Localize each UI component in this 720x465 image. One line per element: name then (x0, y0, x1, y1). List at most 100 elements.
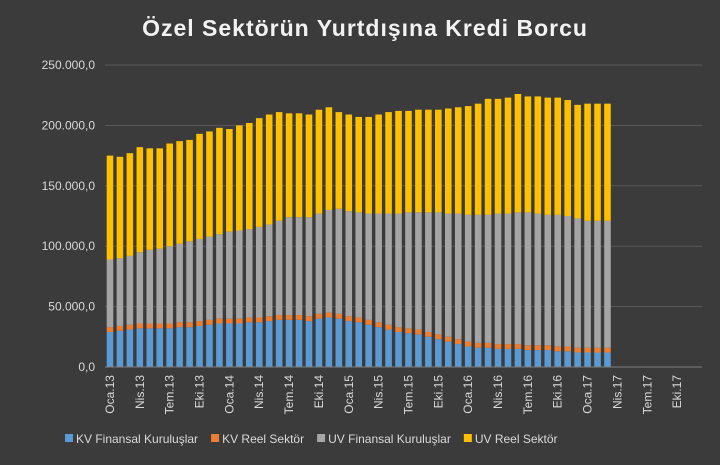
bar-segment (126, 329, 134, 367)
bar-segment (355, 116, 363, 213)
bar-segment (106, 327, 114, 332)
x-tick-label: Nis.17 (610, 375, 624, 409)
bar-segment (295, 315, 303, 320)
x-tick-label: Eki.15 (431, 375, 445, 409)
y-tick-label: 200.000,0 (42, 118, 96, 132)
bar-segment (564, 216, 571, 347)
bar-segment (594, 220, 601, 348)
bar-segment (405, 328, 412, 334)
bar-segment (534, 350, 542, 367)
bar-segment (524, 350, 532, 367)
bar-segment (315, 213, 323, 314)
bar-segment (226, 129, 233, 232)
legend-swatch (463, 434, 472, 442)
bar-segment (196, 133, 203, 239)
bar-segment (305, 321, 313, 367)
bar-segment (415, 109, 422, 213)
bar-segment (226, 323, 233, 367)
bar-segment (504, 97, 512, 214)
bar-segment (166, 328, 173, 367)
x-tick-label: Tem.15 (401, 375, 415, 415)
bar-segment (206, 131, 213, 237)
bar-segment (385, 112, 392, 214)
bar-segment (425, 109, 432, 213)
bar-segment (216, 234, 223, 319)
bar-segment (484, 347, 492, 367)
bar-segment (206, 236, 213, 320)
bar-segment (265, 114, 273, 225)
bar-segment (275, 319, 283, 367)
bar-segment (425, 336, 432, 367)
bar-segment (514, 212, 522, 345)
bar-segment (116, 330, 124, 367)
bar-segment (564, 346, 571, 352)
bar-segment (216, 127, 223, 235)
bar-segment (206, 319, 213, 325)
x-tick-label: Oca.16 (461, 375, 475, 414)
bar-segment (255, 322, 263, 367)
bar-segment (285, 315, 293, 320)
bar-segment (146, 148, 154, 250)
bar-segment (514, 93, 522, 213)
bar-segment (335, 313, 343, 319)
bar-segment (385, 329, 392, 367)
bar-segment (385, 213, 392, 325)
bar-segment (365, 213, 372, 320)
chart-title: Özel Sektörün Yurtdışına Kredi Borcu (142, 15, 588, 41)
bar-segment (255, 118, 263, 227)
x-tick-label: Tem.14 (282, 375, 296, 415)
bar-segment (236, 318, 243, 324)
bar-segment (166, 143, 173, 247)
bar-segment (564, 100, 571, 216)
bar-segment (405, 110, 412, 213)
bar-segment (156, 323, 164, 329)
bar-segment (265, 224, 273, 317)
x-tick-label: Nis.16 (491, 375, 505, 409)
bar-segment (156, 328, 164, 367)
bar-segment (484, 342, 492, 348)
bar-segment (544, 214, 552, 346)
bar-segment (514, 348, 522, 367)
bar-segment (285, 113, 293, 218)
bar-segment (464, 106, 472, 215)
bar-segment (544, 97, 552, 215)
bar-segment (534, 96, 542, 214)
bar-segment (315, 313, 323, 319)
legend-swatch (65, 434, 73, 442)
bar-segment (534, 345, 542, 351)
bar-segment (435, 339, 442, 367)
bar-segment (474, 103, 482, 215)
bar-segment (454, 339, 462, 345)
bar-segment (226, 231, 233, 319)
bar-segment (425, 212, 432, 332)
x-tick-label: Nis.13 (133, 375, 147, 409)
bar-segment (146, 328, 154, 367)
bar-segment (315, 109, 323, 214)
x-tick-label: Eki.17 (670, 375, 684, 409)
bar-segment (106, 259, 114, 328)
bar-segment (345, 316, 353, 322)
bar-segment (604, 352, 611, 367)
x-tick-label: Oca.15 (342, 375, 356, 414)
bar-segment (186, 327, 193, 367)
bar-segment (564, 351, 571, 367)
bar-segment (245, 229, 253, 318)
bar-segment (196, 325, 203, 367)
bar-segment (524, 345, 532, 351)
bar-segment (494, 348, 502, 367)
bar-segment (464, 341, 472, 347)
x-tick-label: Oca.17 (581, 375, 595, 414)
bar-segment (444, 336, 452, 342)
bar-segment (574, 104, 581, 219)
legend-label: UV Finansal Kuruluşlar (328, 432, 451, 446)
bar-segment (265, 321, 273, 367)
bar-segment (375, 114, 382, 214)
bar-segment (335, 208, 343, 314)
bar-segment (395, 110, 402, 214)
bar-segment (176, 243, 183, 323)
bar-segment (136, 323, 144, 329)
bar-segment (604, 220, 611, 348)
bar-segment (156, 248, 164, 324)
bar-segment (584, 103, 591, 221)
bar-segment (146, 323, 154, 329)
